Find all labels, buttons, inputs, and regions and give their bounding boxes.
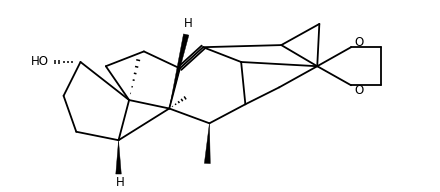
Text: O: O — [354, 36, 363, 49]
Text: O: O — [354, 84, 363, 97]
Text: HO: HO — [31, 55, 49, 69]
Text: H: H — [116, 176, 125, 189]
Polygon shape — [169, 34, 189, 108]
Polygon shape — [116, 140, 121, 174]
Text: H: H — [184, 17, 193, 30]
Polygon shape — [204, 123, 210, 164]
